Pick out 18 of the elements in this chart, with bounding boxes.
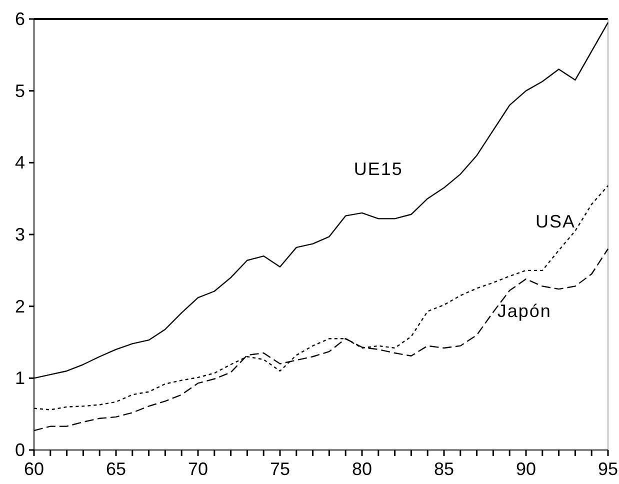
y-tick-label: 5 — [14, 80, 25, 101]
y-tick-label: 2 — [14, 296, 25, 316]
series-label: USA — [536, 211, 576, 232]
y-tick-label: 4 — [14, 152, 25, 173]
y-tick-label: 3 — [14, 224, 25, 244]
x-tick-label: 65 — [106, 459, 126, 479]
series-label: Japón — [497, 301, 552, 322]
y-tick-label: 1 — [14, 368, 25, 388]
y-tick-label: 0 — [14, 440, 25, 460]
x-tick-label: 60 — [24, 459, 44, 479]
x-tick-label: 85 — [434, 459, 454, 479]
x-tick-label: 95 — [598, 459, 618, 479]
y-tick-label: 6 — [14, 9, 25, 29]
x-tick-label: 70 — [188, 459, 208, 479]
series-label: UE15 — [354, 158, 403, 179]
x-tick-label: 75 — [270, 459, 290, 479]
x-tick-label: 90 — [516, 459, 536, 479]
x-tick-label: 80 — [352, 459, 372, 479]
